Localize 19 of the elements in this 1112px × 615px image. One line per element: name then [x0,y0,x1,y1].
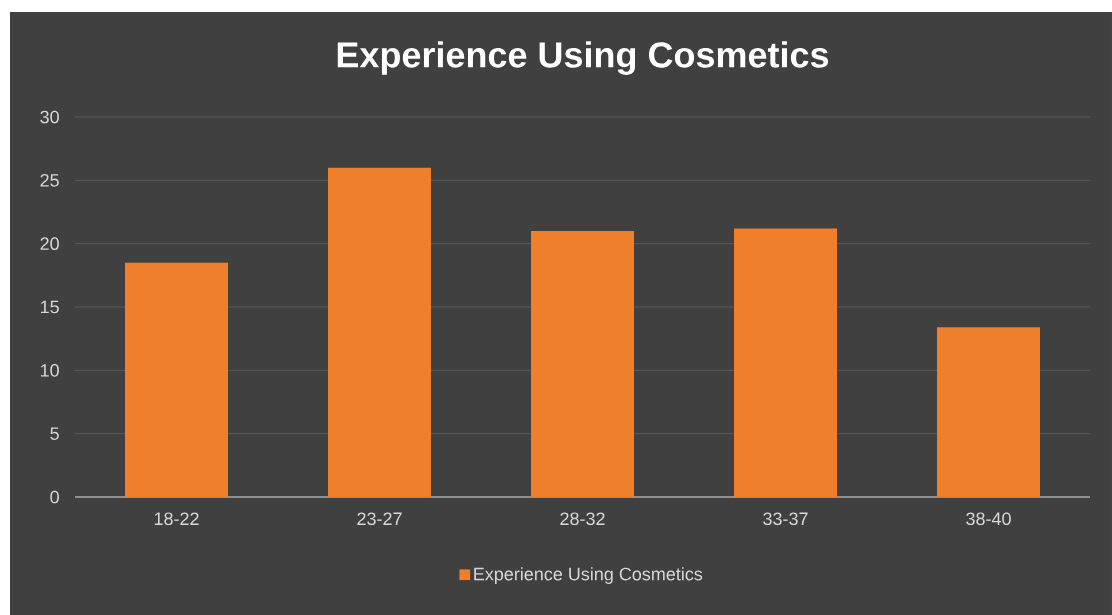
bar [734,228,838,497]
bar [125,262,229,497]
x-tick-label: 28-32 [560,512,605,526]
x-tick-label: 18-22 [154,512,199,526]
bar [531,231,635,497]
y-tick-label: 0 [50,490,59,504]
y-tick-label: 10 [40,363,59,377]
bar [328,167,431,497]
y-tick-label: 25 [40,173,59,187]
y-tick-label: 15 [40,300,59,314]
x-tick-label: 23-27 [357,512,402,526]
y-tick-label: 20 [40,237,59,251]
y-tick-label: 30 [40,110,59,124]
y-tick-label: 5 [50,427,59,440]
x-tick-label: 33-37 [763,512,808,526]
bar [937,327,1040,497]
chart-title: Experience Using Cosmetics [337,41,829,75]
x-tick-label: 38-40 [966,512,1011,526]
legend-label: Experience Using Cosmetics [474,567,703,584]
